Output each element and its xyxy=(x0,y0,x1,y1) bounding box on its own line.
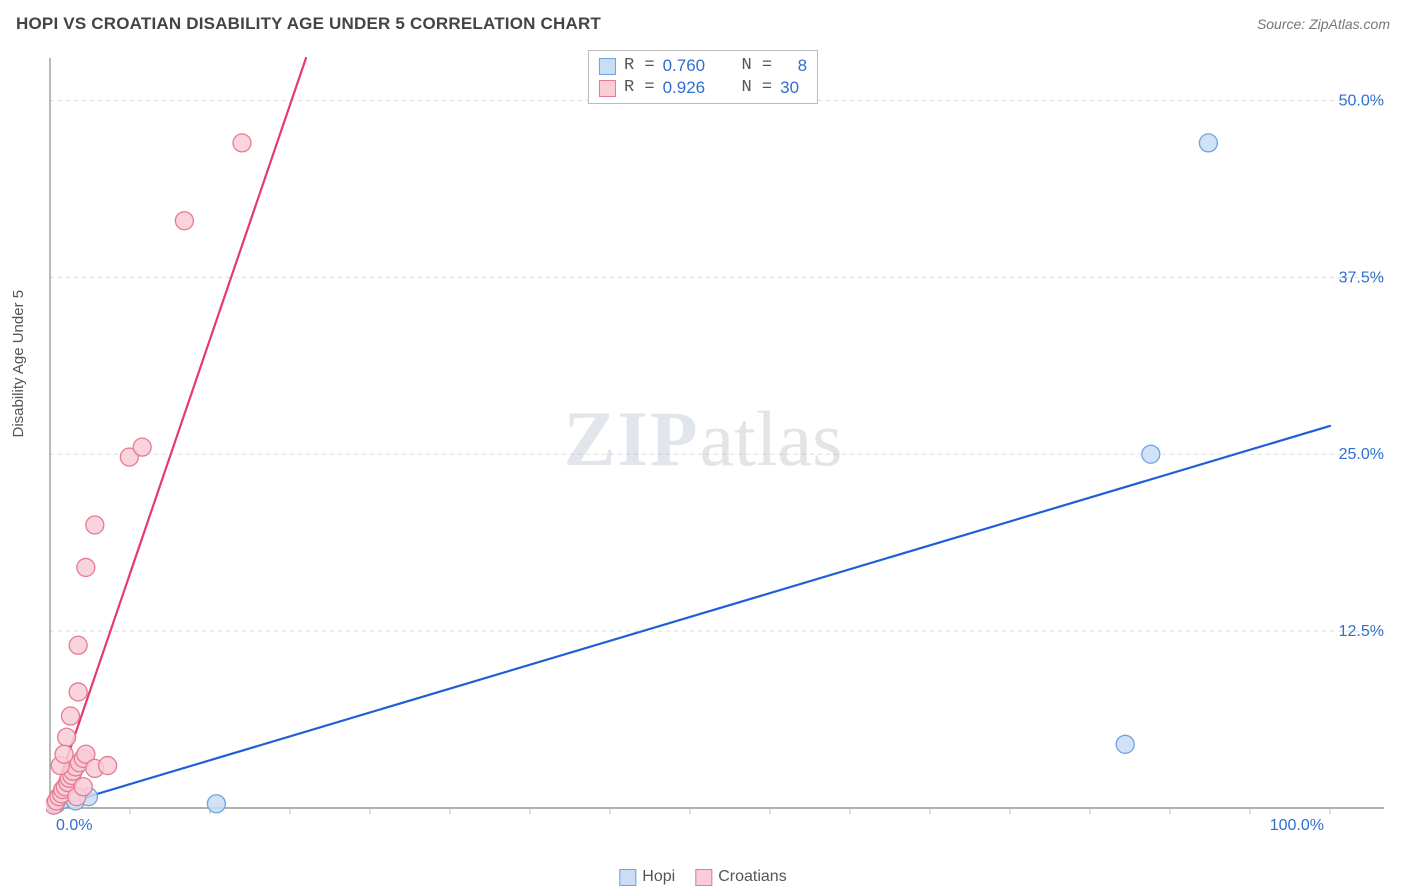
y-axis-label: Disability Age Under 5 xyxy=(10,290,27,438)
source-label: Source: ZipAtlas.com xyxy=(1257,16,1390,32)
legend-label: Hopi xyxy=(642,868,675,886)
swatch-hopi xyxy=(619,869,636,886)
stats-row-croatians: R = 0.926 N = 30 xyxy=(599,77,807,99)
series-legend: Hopi Croatians xyxy=(619,868,786,886)
svg-text:100.0%: 100.0% xyxy=(1270,817,1324,834)
svg-text:37.5%: 37.5% xyxy=(1339,269,1384,286)
swatch-croatians xyxy=(599,80,616,97)
svg-text:50.0%: 50.0% xyxy=(1339,92,1384,109)
svg-text:12.5%: 12.5% xyxy=(1339,623,1384,640)
chart-title: HOPI VS CROATIAN DISABILITY AGE UNDER 5 … xyxy=(16,14,601,34)
legend-item-croatians: Croatians xyxy=(695,868,786,886)
legend-label: Croatians xyxy=(718,868,786,886)
swatch-hopi xyxy=(599,58,616,75)
svg-text:25.0%: 25.0% xyxy=(1339,446,1384,463)
stats-legend: R = 0.760 N = 8 R = 0.926 N = 30 xyxy=(588,50,818,104)
swatch-croatians xyxy=(695,869,712,886)
legend-item-hopi: Hopi xyxy=(619,868,675,886)
plot-area: 0.0% 100.0% 12.5% 25.0% 37.5% 50.0% xyxy=(46,48,1390,838)
chart-svg: 0.0% 100.0% 12.5% 25.0% 37.5% 50.0% xyxy=(46,48,1390,838)
stats-row-hopi: R = 0.760 N = 8 xyxy=(599,55,807,77)
svg-text:0.0%: 0.0% xyxy=(56,817,92,834)
